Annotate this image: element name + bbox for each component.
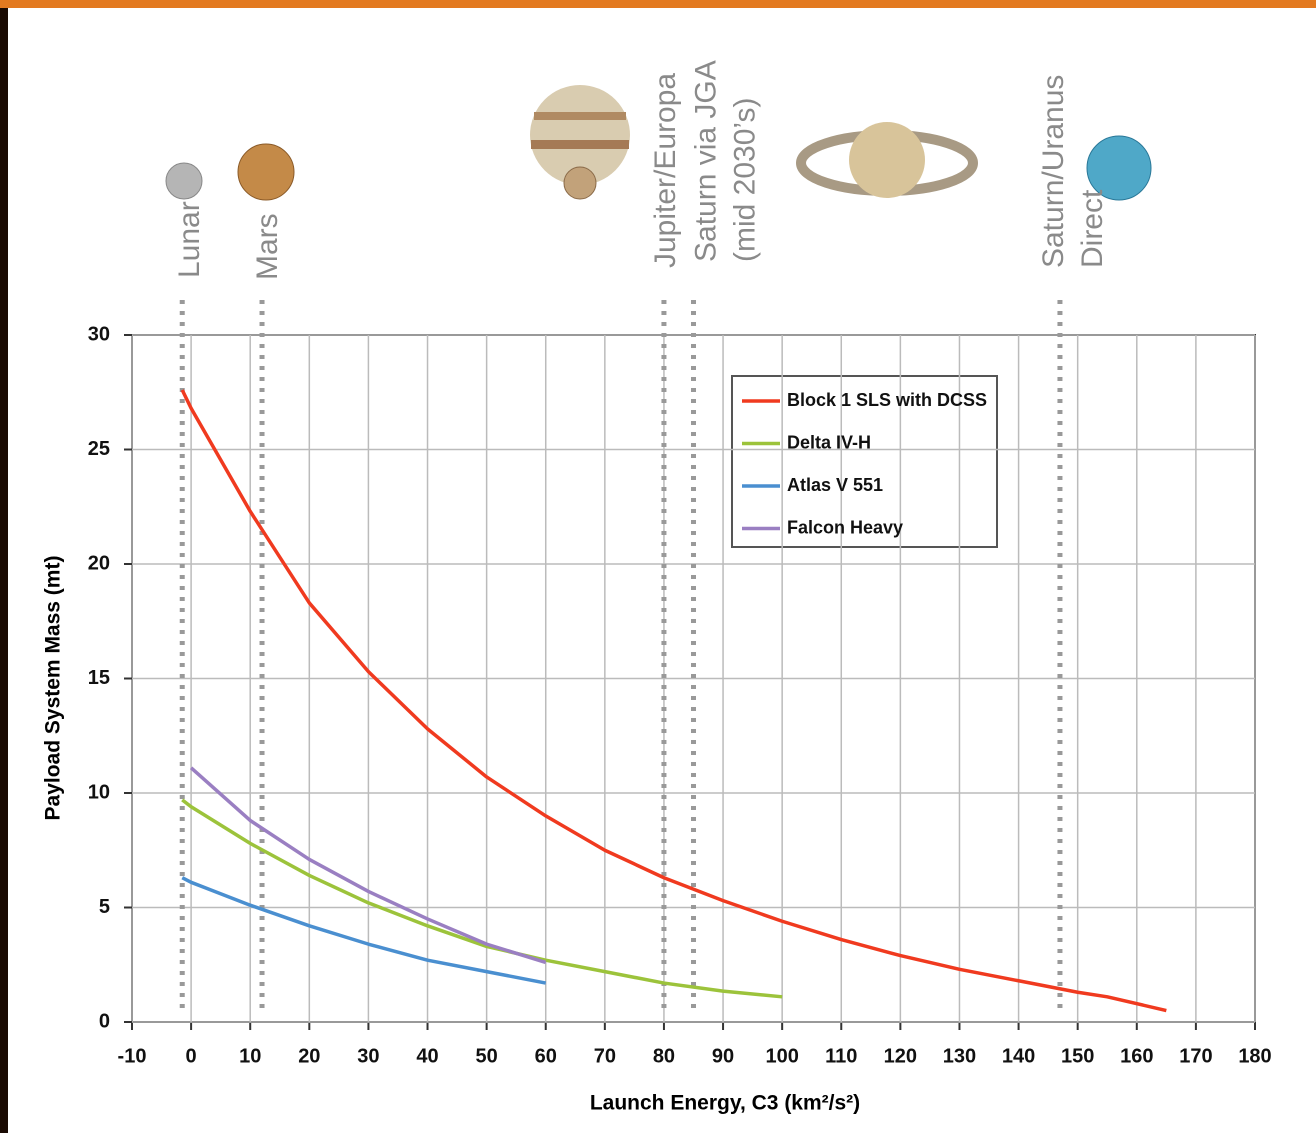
x-tick-label: 0 xyxy=(186,1045,197,1067)
x-tick-label: 150 xyxy=(1061,1045,1094,1067)
x-tick-label: -10 xyxy=(118,1045,147,1067)
page: {"chart_data": {"type": "line", "xlabel"… xyxy=(0,0,1316,1133)
reference-label: Saturn via JGA xyxy=(689,60,722,262)
x-tick-label: 110 xyxy=(825,1045,857,1067)
y-axis-title: Payload System Mass (mt) xyxy=(42,556,65,821)
reference-label: Direct xyxy=(1076,189,1109,268)
x-tick-label: 180 xyxy=(1238,1045,1271,1067)
x-tick-label: 130 xyxy=(943,1045,976,1067)
legend-label: Block 1 SLS with DCSS xyxy=(787,390,987,410)
x-tick-label: 20 xyxy=(298,1045,320,1067)
y-tick-label: 10 xyxy=(88,781,110,803)
mars-icon xyxy=(238,144,294,200)
x-tick-label: 50 xyxy=(476,1045,498,1067)
x-tick-label: 10 xyxy=(239,1045,261,1067)
reference-label: (mid 2030’s) xyxy=(728,97,761,262)
reference-label: Saturn/Uranus xyxy=(1037,75,1070,268)
legend-label: Falcon Heavy xyxy=(787,517,903,537)
y-tick-label: 20 xyxy=(88,552,110,574)
x-tick-label: 30 xyxy=(357,1045,379,1067)
y-tick-label: 25 xyxy=(88,438,110,460)
y-tick-label: 15 xyxy=(88,667,110,689)
moon-icon xyxy=(166,163,202,199)
reference-label: Mars xyxy=(251,213,284,280)
x-tick-label: 100 xyxy=(765,1045,798,1067)
x-tick-label: 40 xyxy=(416,1045,438,1067)
x-tick-label: 120 xyxy=(884,1045,917,1067)
x-tick-label: 70 xyxy=(594,1045,616,1067)
jupiter-band xyxy=(534,112,626,120)
reference-label: Lunar xyxy=(173,201,206,278)
x-tick-label: 160 xyxy=(1120,1045,1153,1067)
y-tick-label: 5 xyxy=(99,896,110,918)
x-tick-label: 140 xyxy=(1002,1045,1035,1067)
reference-label: Jupiter/Europa xyxy=(649,73,682,268)
y-tick-label: 30 xyxy=(88,323,110,345)
legend-label: Delta IV-H xyxy=(787,432,871,452)
frame xyxy=(0,0,1316,8)
x-tick-label: 170 xyxy=(1179,1045,1212,1067)
saturn-icon xyxy=(849,122,925,198)
chart: Launch Energy, C3 (km²/s²) Payload Syste… xyxy=(0,0,1316,1133)
jupiter-band xyxy=(531,140,629,149)
x-tick-label: 60 xyxy=(535,1045,557,1067)
x-tick-label: 80 xyxy=(653,1045,675,1067)
x-axis-title: Launch Energy, C3 (km²/s²) xyxy=(590,1092,860,1115)
europa-icon xyxy=(564,167,596,199)
x-tick-label: 90 xyxy=(712,1045,734,1067)
y-tick-label: 0 xyxy=(99,1010,110,1032)
legend-label: Atlas V 551 xyxy=(787,475,883,495)
